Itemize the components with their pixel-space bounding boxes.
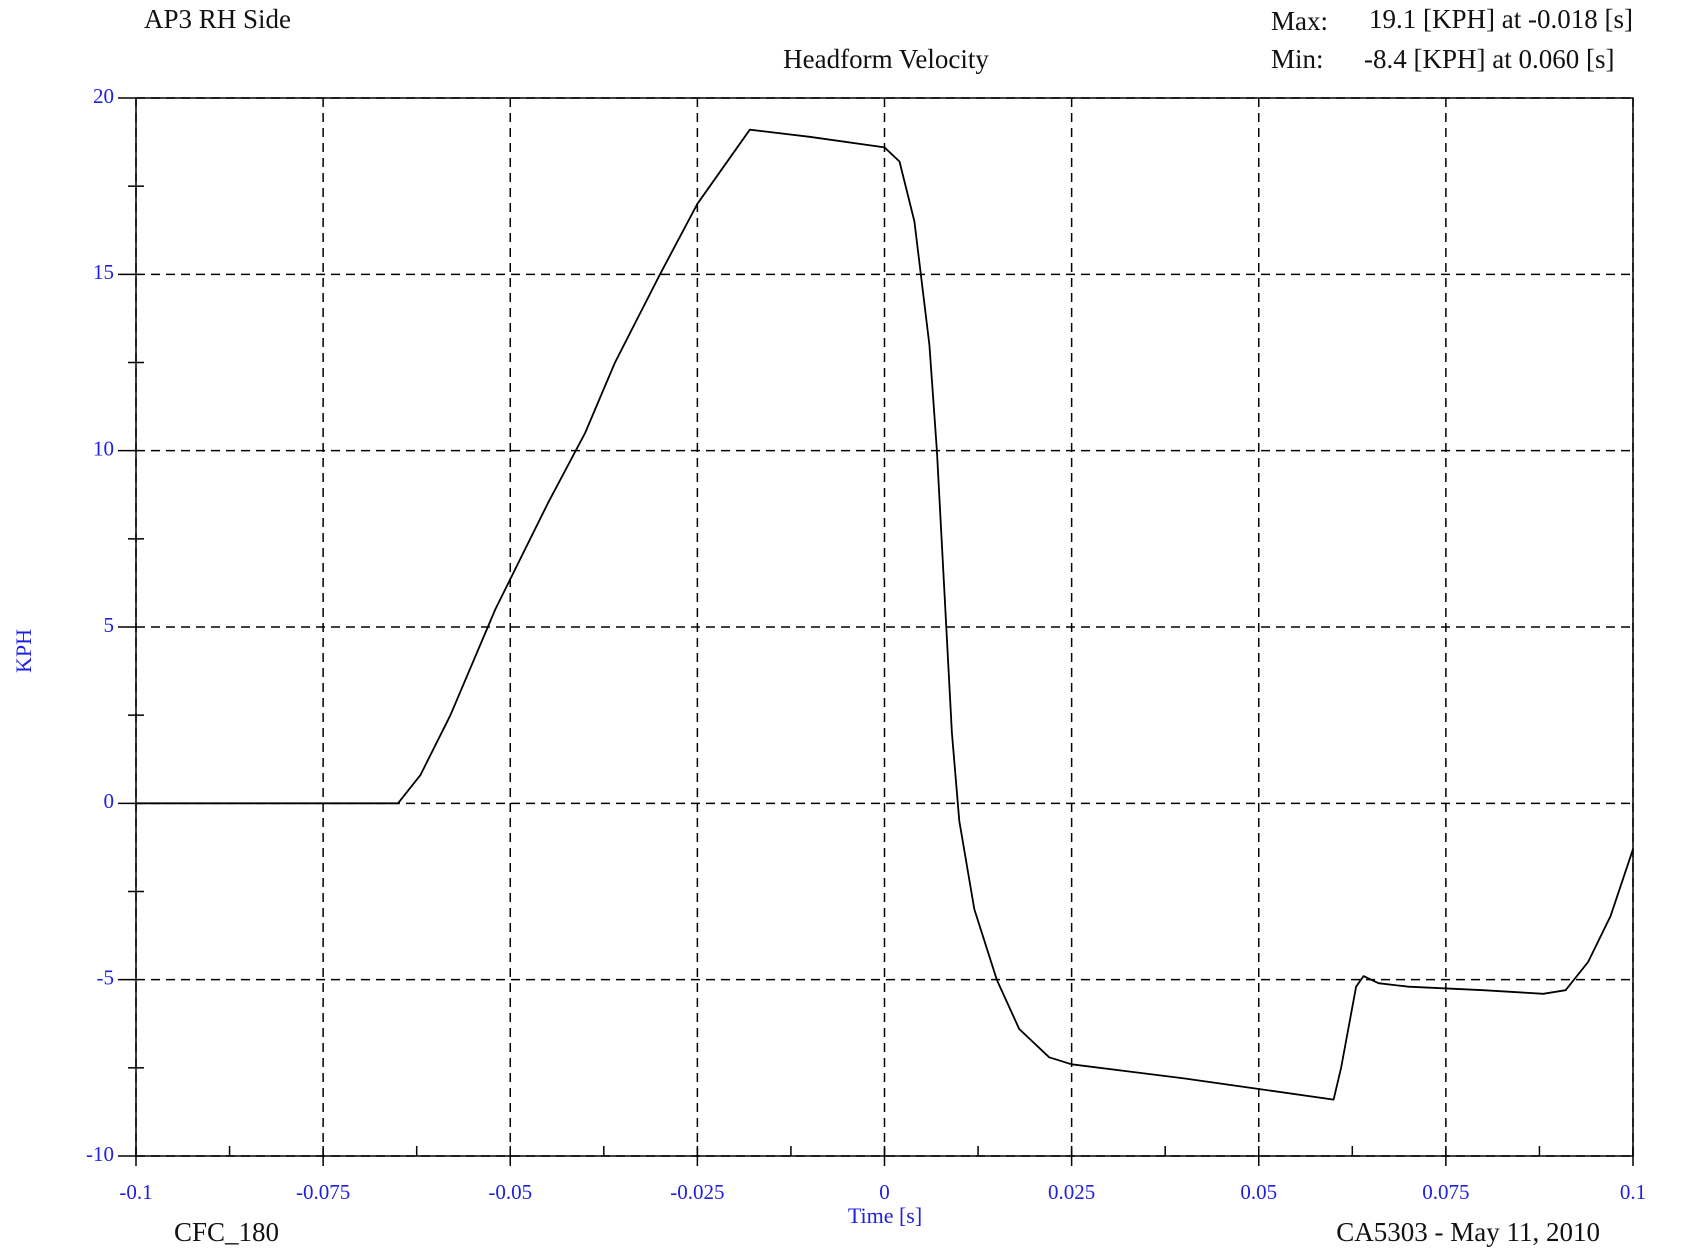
x-tick-label: -0.075 — [296, 1180, 350, 1204]
filter-note: CFC_180 — [174, 1217, 279, 1247]
y-tick-label: 10 — [93, 436, 114, 460]
x-axis-label: Time [s] — [848, 1203, 922, 1228]
x-tick-label: -0.05 — [488, 1180, 532, 1204]
y-tick-label: -5 — [97, 965, 115, 989]
data-line — [136, 128, 1634, 1101]
max-text: 19.1 [KPH] at -0.018 [s] — [1369, 4, 1633, 34]
x-tick-label: 0 — [879, 1180, 890, 1204]
chart-title: Headform Velocity — [783, 44, 989, 74]
y-tick-label: 5 — [104, 613, 115, 637]
max-label: Max: — [1271, 6, 1328, 36]
plot-frame — [135, 97, 1634, 1157]
test-note: CA5303 - May 11, 2010 — [1336, 1217, 1600, 1247]
x-tick-label: -0.025 — [670, 1180, 724, 1204]
x-tick-label: -0.1 — [119, 1180, 152, 1204]
y-tick-label: -10 — [86, 1142, 114, 1166]
subtitle: AP3 RH Side — [144, 4, 291, 34]
y-axis-label: KPH — [11, 629, 36, 673]
x-tick-label: 0.025 — [1048, 1180, 1095, 1204]
x-tick-label: 0.075 — [1422, 1180, 1469, 1204]
x-tick-label: 0.1 — [1620, 1180, 1646, 1204]
min-label: Min: — [1271, 44, 1324, 74]
y-tick-label: 15 — [93, 260, 114, 284]
y-tick-label: 20 — [93, 84, 114, 108]
min-text: -8.4 [KPH] at 0.060 [s] — [1364, 44, 1614, 74]
x-tick-label: 0.05 — [1240, 1180, 1277, 1204]
y-tick-label: 0 — [104, 789, 115, 813]
